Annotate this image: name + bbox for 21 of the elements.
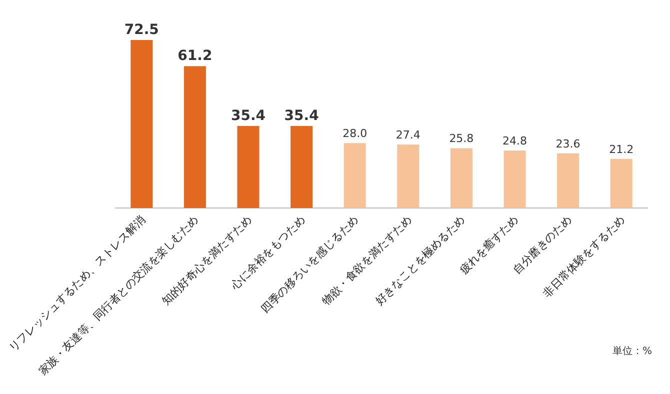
bar (397, 144, 420, 208)
data-label: 72.5 (124, 22, 159, 38)
data-label: 27.4 (396, 128, 420, 142)
data-label: 24.8 (502, 134, 527, 148)
bar (610, 158, 632, 208)
data-label: 61.2 (178, 48, 212, 64)
data-label: 35.4 (284, 108, 320, 124)
data-label: 21.2 (609, 142, 634, 156)
bar (130, 40, 153, 208)
bar (504, 150, 526, 208)
data-label: 25.8 (449, 132, 474, 146)
bar (184, 66, 206, 208)
bar (450, 148, 472, 208)
data-label: 23.6 (556, 137, 580, 150)
bar (237, 126, 260, 208)
text: 単位：% (612, 345, 652, 357)
bar (344, 143, 366, 208)
bar (557, 153, 580, 208)
data-label: 28.0 (342, 127, 368, 140)
bar (290, 126, 313, 208)
data-label: 35.4 (230, 108, 266, 124)
